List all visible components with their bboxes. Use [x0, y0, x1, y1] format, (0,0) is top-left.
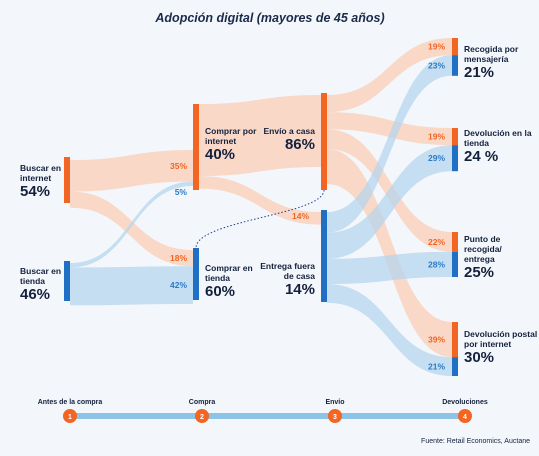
node-value: 21% — [464, 64, 495, 81]
flow-label: 18% — [170, 253, 187, 263]
node-bar — [193, 248, 199, 300]
node-bar — [452, 145, 458, 172]
node-value: 46% — [20, 286, 51, 303]
node-value: 24 % — [464, 148, 499, 165]
node-bar — [193, 104, 199, 190]
node: Entrega fuera de casa 14% — [250, 261, 315, 298]
flow-label: 14% — [292, 211, 309, 221]
node-value: 54% — [20, 183, 51, 200]
node-bar — [452, 357, 458, 376]
node-bar — [452, 38, 458, 56]
node: Devolución en la tienda 24 % — [464, 128, 536, 165]
flow — [327, 284, 452, 376]
flow-label: 42% — [170, 280, 187, 290]
flow — [327, 251, 452, 284]
node-label: Envío a casa — [263, 126, 315, 136]
flow — [327, 38, 452, 113]
node-label: Devolución postal por internet — [464, 329, 538, 349]
node: Recogida por mensajería 21% — [464, 44, 536, 81]
node-label: Buscar en tienda — [20, 266, 62, 286]
node: Envío a casa 86% — [262, 126, 315, 153]
node-bar — [64, 157, 70, 203]
node: Devolución postal por internet 30% — [464, 329, 538, 366]
timeline: Antes de la compra 1 Compra 2 Envío 3 Devoluci… — [38, 399, 488, 423]
flow-label: 23% — [428, 60, 445, 70]
timeline-label: Antes de la compra — [38, 399, 103, 406]
timeline-step — [328, 409, 342, 423]
timeline-number: 2 — [200, 414, 204, 421]
node-bar — [452, 251, 458, 277]
flow — [199, 176, 321, 225]
timeline-label: Devoluciones — [442, 399, 488, 406]
flow-label: 29% — [428, 153, 445, 163]
node-bars — [64, 38, 458, 376]
timeline-number: 3 — [333, 414, 337, 421]
flow-label: 5% — [175, 187, 188, 197]
flows — [70, 38, 452, 376]
node-label: Entrega fuera de casa — [260, 261, 315, 281]
flow-label: 35% — [170, 161, 187, 171]
flow — [327, 112, 452, 146]
flow-label: 19% — [428, 132, 445, 142]
node-value: 30% — [464, 349, 495, 366]
flow-label: 39% — [428, 335, 445, 345]
timeline-number: 1 — [68, 414, 72, 421]
node: Comprar en tienda 60% — [205, 263, 261, 300]
node-value: 25% — [464, 264, 495, 281]
flow-label: 22% — [428, 237, 445, 247]
node-label: Buscar en internet — [20, 163, 62, 183]
node-value: 60% — [205, 283, 236, 300]
node-label: Devolución en la tienda — [464, 128, 532, 148]
flow — [70, 181, 193, 268]
node-value: 40% — [205, 146, 236, 163]
timeline-label: Envío — [325, 399, 344, 406]
node-label: Punto de recogida/ entrega — [464, 234, 502, 264]
node-bar — [452, 55, 458, 76]
flow-label: 21% — [428, 362, 445, 372]
node-value: 14% — [284, 281, 315, 298]
flow-labels: 35% 18% 5% 42% 14% 19% 19% 22% 39% 23% 29% 28% 21% — [170, 42, 445, 372]
flow — [70, 191, 193, 267]
title: Adopción digital (mayores de 45 años) — [154, 11, 384, 25]
node-label: Recogida por mensajería — [464, 44, 519, 64]
flow — [199, 95, 321, 176]
timeline-number: 4 — [463, 414, 467, 421]
flow — [327, 55, 452, 233]
node: Buscar en internet 54% — [20, 163, 66, 200]
flow — [70, 266, 193, 306]
node-bar — [452, 232, 458, 252]
timeline-step — [195, 409, 209, 423]
node: Punto de recogida/ entrega 25% — [464, 234, 526, 281]
node: Buscar en tienda 46% — [20, 266, 66, 303]
timeline-label: Compra — [189, 399, 216, 406]
node-bar — [321, 210, 327, 302]
flow-label: 28% — [428, 259, 445, 269]
node-bar — [64, 261, 70, 301]
node-bar — [452, 322, 458, 358]
flow-label: 19% — [428, 42, 445, 52]
node-value: 86% — [284, 136, 315, 153]
flow — [70, 150, 193, 192]
node-bar — [452, 128, 458, 146]
node-label: Comprar por internet — [205, 126, 257, 146]
node: Comprar por internet 40% — [205, 126, 267, 163]
timeline-step — [458, 409, 472, 423]
node-label: Comprar en tienda — [205, 263, 253, 283]
node-bar — [321, 93, 327, 190]
flow — [327, 145, 452, 259]
source: Fuente: Retail Economics, Auctane — [421, 438, 530, 445]
timeline-step — [63, 409, 77, 423]
